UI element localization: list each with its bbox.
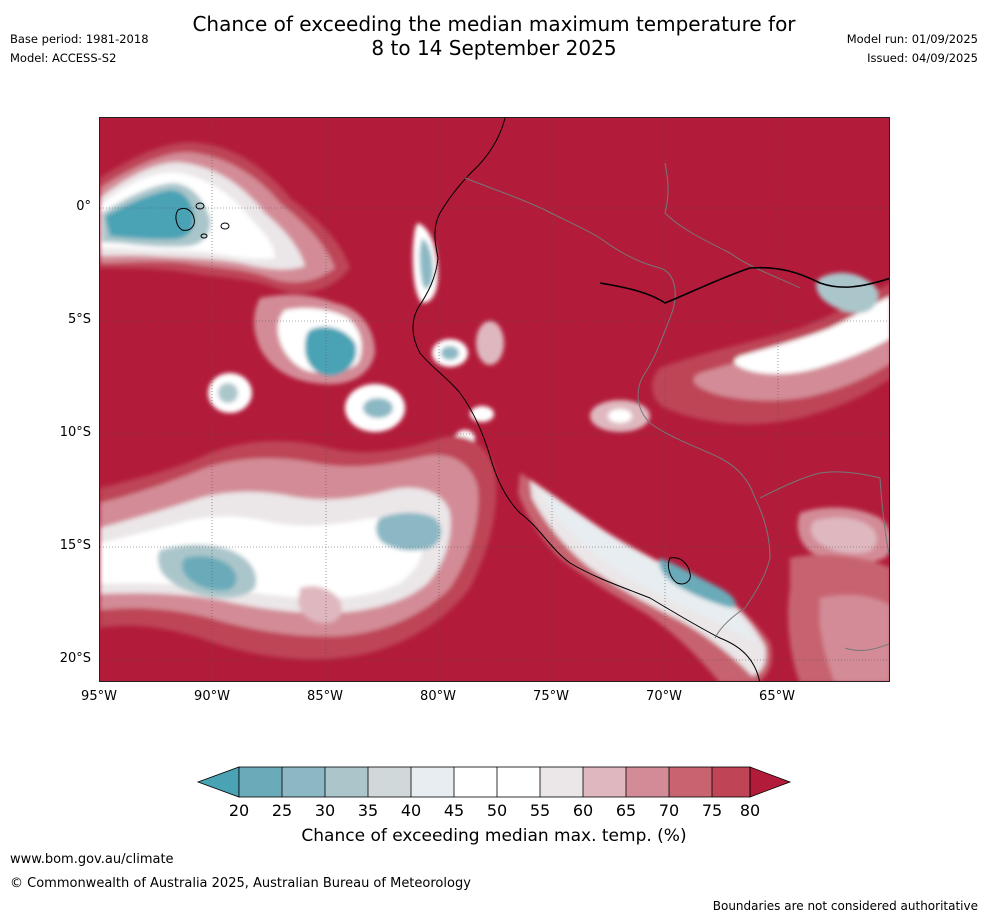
colorbar-tick-40: 40	[400, 801, 422, 820]
colorbar-bin-60-65	[583, 767, 626, 797]
colorbar-bin-35-40	[368, 767, 411, 797]
galapagos-islands	[175, 202, 230, 239]
colorbar-tick-75: 75	[701, 801, 723, 820]
lat-label-0: 0°	[76, 199, 91, 214]
base-period: Base period: 1981-2018	[10, 32, 149, 46]
lat-label-15s: 15°S	[59, 538, 91, 553]
colorbar-tick-70: 70	[658, 801, 680, 820]
lake-titicaca	[667, 557, 691, 585]
boundary-disclaimer: Boundaries are not considered authoritat…	[712, 899, 978, 913]
lon-label-70w: 70°W	[646, 689, 682, 704]
colorbar-tick-50: 50	[486, 801, 508, 820]
colorbar-bin-65-70	[626, 767, 669, 797]
colorbar-tick-80: 80	[739, 801, 761, 820]
probability-map	[100, 118, 889, 681]
colorbar-bin-20-25	[239, 767, 282, 797]
lat-label-5s: 5°S	[67, 312, 91, 327]
colorbar-bin-55-60	[540, 767, 583, 797]
region-peru-coast-25	[659, 558, 736, 608]
model-run: Model run: 01/09/2025	[846, 32, 978, 46]
footer-url[interactable]: www.bom.gov.au/climate	[10, 852, 174, 867]
lon-label-65w: 65°W	[759, 689, 795, 704]
region-blob-2	[476, 321, 504, 365]
region-interior-bolivia-light	[811, 517, 877, 554]
probability-contours	[100, 142, 889, 681]
colorbar-tick-60: 60	[572, 801, 594, 820]
colorbar-arrow-low	[196, 766, 240, 798]
graticule	[100, 118, 889, 681]
lon-label-95w: 95°W	[81, 689, 117, 704]
colorbar-tick-65: 65	[615, 801, 637, 820]
region-interior-peru-white	[608, 409, 632, 423]
lon-label-90w: 90°W	[194, 689, 230, 704]
colorbar-bin-50-55	[497, 767, 540, 797]
colorbar-tick-30: 30	[314, 801, 336, 820]
region-ne-35	[816, 272, 878, 314]
region-peru-coast-40	[540, 490, 755, 643]
region-blob-3-core	[218, 383, 238, 403]
meta-left: Base period: 1981-2018 Model: ACCESS-S2	[10, 30, 149, 68]
region-blob-5	[470, 406, 494, 422]
colorbar-tick-45: 45	[443, 801, 465, 820]
issued-date: Issued: 04/09/2025	[867, 51, 978, 65]
colorbar-bin-75-80	[712, 767, 750, 797]
region-ecuador-coast-30	[419, 238, 433, 289]
region-pink-patches	[298, 586, 342, 623]
colorbar-tick-55: 55	[529, 801, 551, 820]
region-southwest-20	[182, 556, 237, 591]
colorbar-bin-70-75	[669, 767, 712, 797]
region-blob-1-core	[441, 346, 459, 360]
region-mid-30	[376, 512, 442, 551]
colorbar-label: Chance of exceeding median max. temp. (%…	[301, 826, 687, 846]
title-line-1: Chance of exceeding the median maximum t…	[192, 12, 796, 36]
amazon-river	[599, 266, 889, 304]
lon-label-85w: 85°W	[307, 689, 343, 704]
colorbar	[196, 766, 792, 798]
region-blob-4-core	[363, 398, 393, 418]
colorbar-tick-25: 25	[271, 801, 293, 820]
region-se-corner-light	[819, 595, 889, 681]
coastline	[412, 118, 761, 681]
colorbar-tick-35: 35	[357, 801, 379, 820]
model-name: Model: ACCESS-S2	[10, 51, 117, 65]
meta-right: Model run: 01/09/2025 Issued: 04/09/2025	[847, 30, 978, 68]
title-line-2: 8 to 14 September 2025	[371, 36, 617, 60]
colorbar-arrow-high	[749, 766, 792, 798]
map-panel	[99, 117, 890, 682]
colorbar-bin-40-45	[411, 767, 454, 797]
map-title: Chance of exceeding the median maximum t…	[0, 12, 988, 60]
colorbar-bin-45-50	[454, 767, 497, 797]
lon-label-80w: 80°W	[420, 689, 456, 704]
country-borders	[464, 162, 889, 651]
colorbar-tick-20: 20	[228, 801, 250, 820]
footer-copyright: © Commonwealth of Australia 2025, Austra…	[10, 876, 471, 891]
lat-label-20s: 20°S	[59, 651, 91, 666]
colorbar-bin-25-30	[282, 767, 325, 797]
colorbar-bin-30-35	[325, 767, 368, 797]
lon-label-75w: 75°W	[533, 689, 569, 704]
region-offshore-5s-20	[305, 326, 357, 376]
region-galapagos-20	[105, 190, 195, 240]
lat-label-10s: 10°S	[59, 425, 91, 440]
colorbar-dividers	[238, 766, 751, 798]
region-ne-50	[734, 296, 889, 374]
